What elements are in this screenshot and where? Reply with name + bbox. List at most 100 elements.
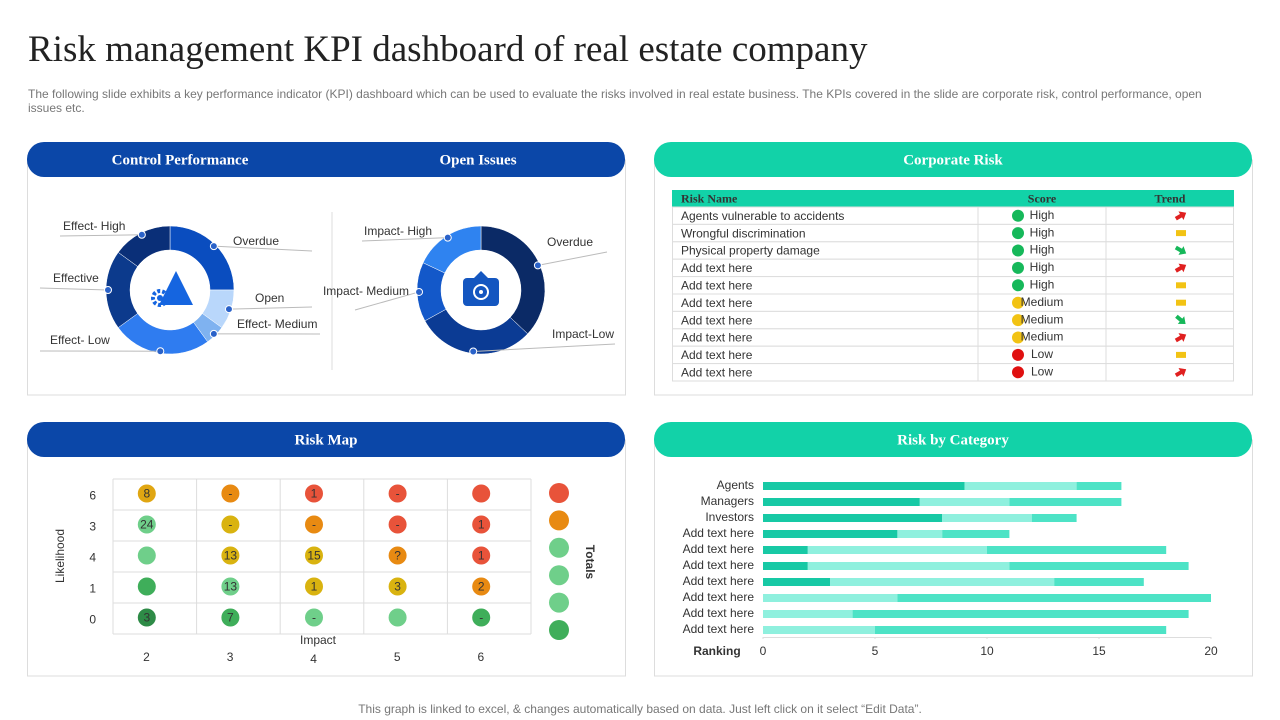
bar-segment [763,578,831,586]
bar-segment [919,498,1010,506]
bar-segment [897,530,943,538]
panel-title: Risk Map [295,432,358,448]
y-tick-label: 4 [89,551,96,565]
panel [654,439,1253,677]
risk-cell [137,546,156,565]
trend-arrow [1174,367,1187,378]
bar-segment [942,530,1010,538]
leader-line [228,306,313,310]
bar-segment [763,626,875,634]
segment-label: Impact-Low [552,327,614,341]
segment-label: Effect- Low [50,333,110,347]
y-tick-label: Add text here [683,606,755,620]
bar-segment [1054,578,1144,586]
bar-segment [875,626,1167,634]
risk-cell [472,546,491,565]
panel-title: Control Performance [112,152,249,168]
bar-segment [763,482,965,490]
risk-cell [388,484,407,503]
panel-header [654,422,1252,457]
table-row [672,310,1234,330]
footer: This graph is linked to excel, & changes… [358,702,922,716]
leader-line [473,343,616,353]
segment-label: Impact- High [364,224,432,238]
leader-dot [209,329,218,338]
leader-dot [209,242,218,251]
x-axis-label: Impact [300,633,337,647]
score-dot [1012,366,1024,379]
risk-cell [221,546,240,565]
score-dot [1012,314,1024,327]
bar-segment [763,594,898,602]
bar-segment [987,546,1167,554]
risk-cell [305,515,323,534]
leader-line [537,251,608,266]
risk-name: Add text here [681,278,753,292]
segment-label: Overdue [547,235,593,249]
risk-cell-label: 1 [478,518,485,532]
y-tick-label: 6 [89,489,96,503]
table-row [672,258,1234,278]
risk-cell [221,608,240,627]
leader-dot [137,230,146,239]
score-dot [1012,296,1024,309]
x-tick-label: 10 [980,644,994,658]
table-row [672,345,1234,365]
table-row [672,328,1234,347]
risk-cell-label: - [479,611,483,625]
score: Medium [1021,295,1064,309]
risk-cell [137,608,156,627]
leader-dot [156,347,165,356]
bar-segment [763,514,943,522]
risk-cell-label: - [228,487,232,501]
risk-cell [221,515,240,534]
panel-header [27,142,625,177]
panel-title: Open Issues [439,152,516,168]
bar-segment [807,546,987,554]
x-tick-label: 2 [143,650,150,664]
risk-cell [388,546,407,565]
y-tick-label: Add text here [683,558,755,572]
risk-cell [472,515,491,534]
score: Medium [1021,312,1064,326]
risk-name: Wrongful discrimination [681,226,806,240]
risk-cell-label: 1 [478,549,485,563]
risk-cell [305,608,323,627]
bar-segment [942,514,1032,522]
bar-segment [897,594,1211,602]
score: High [1030,277,1055,291]
total-marker [549,565,569,586]
segment-label: Effect- Medium [237,317,317,331]
axis-label: Ranking [693,644,740,658]
table-row [672,363,1234,382]
segment-label: Effective [53,271,99,285]
leader-dot [443,233,452,242]
risk-name: Add text here [681,261,753,275]
total-marker [549,510,569,531]
risk-cell [388,577,407,596]
risk-cell [472,577,491,596]
trend-arrow [1176,282,1186,289]
column-header: Risk Name [681,191,738,205]
segment-label: Overdue [233,234,279,248]
total-marker [549,592,569,613]
risk-cell-label: - [396,487,400,501]
segment-label: Open [255,291,284,305]
y-tick-label: Add text here [683,622,755,636]
trend-arrow [1174,245,1187,255]
panel-title: Corporate Risk [903,152,1003,168]
y-tick-label: Add text here [683,542,755,556]
panel-header [654,142,1252,177]
risk-cell-label: ? [394,549,401,563]
risk-cell-label: 3 [143,611,150,625]
risk-name: Add text here [681,296,753,310]
table-row [672,276,1234,295]
leader-dot [415,287,424,296]
risk-cell-label: 8 [143,487,150,501]
leader-line [354,291,420,311]
x-tick-label: 6 [477,650,484,664]
total-marker [549,537,569,558]
trend-arrow [1174,333,1187,343]
leader-line [361,237,448,242]
